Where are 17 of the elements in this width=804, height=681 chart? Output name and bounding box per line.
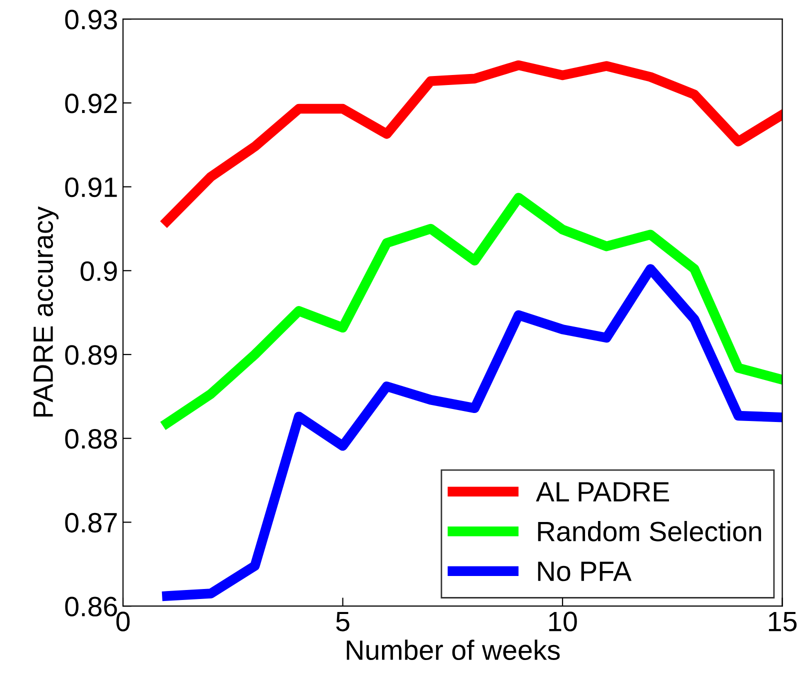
y-tick-label: 0.88: [65, 429, 117, 449]
y-axis-title: PADRE accuracy: [34, 206, 59, 417]
x-tick-label: 5: [336, 612, 350, 632]
legend-label: Random Selection: [538, 520, 762, 542]
y-tick-label: 0.9: [80, 261, 117, 281]
x-axis-title: Number of weeks: [346, 640, 560, 660]
y-tick-label: 0.86: [65, 596, 117, 616]
y-tick-label: 0.87: [65, 512, 117, 533]
y-tick-label: 0.89: [65, 345, 117, 365]
y-tick-label: 0.92: [65, 94, 117, 114]
x-tick-label: 15: [768, 612, 797, 632]
legend-label: AL PADRE: [536, 482, 669, 502]
legend-label: No PFA: [538, 562, 632, 582]
x-tick-label: 0: [116, 612, 130, 632]
x-tick-label: 10: [549, 612, 577, 632]
y-tick-label: 0.91: [65, 177, 117, 198]
y-tick-label: 0.93: [65, 10, 117, 30]
